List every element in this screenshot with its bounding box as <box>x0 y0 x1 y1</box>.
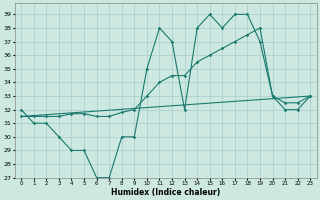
X-axis label: Humidex (Indice chaleur): Humidex (Indice chaleur) <box>111 188 220 197</box>
